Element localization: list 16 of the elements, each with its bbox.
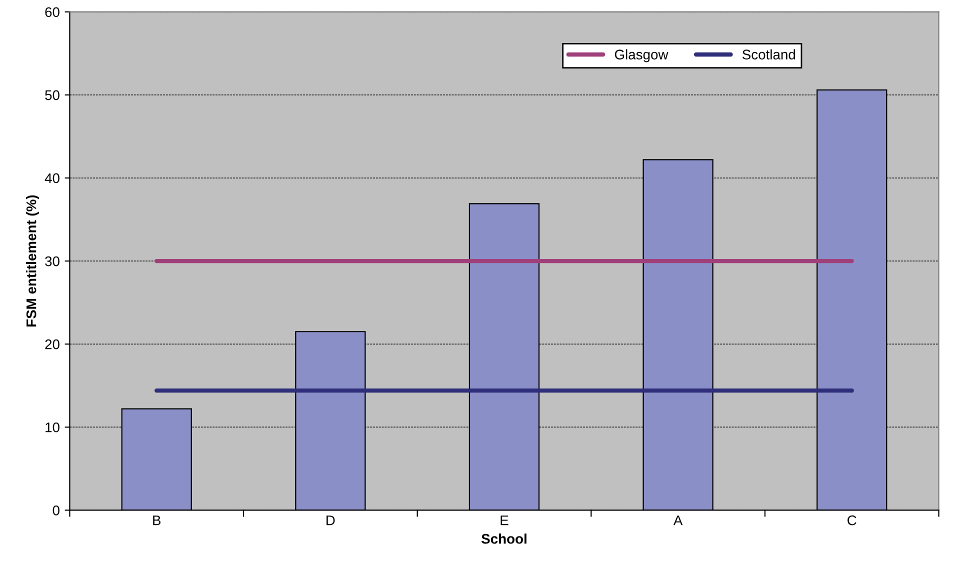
y-tick-label: 50 xyxy=(45,90,60,100)
y-tick-label: 10 xyxy=(46,422,60,432)
x-tick-label: C xyxy=(848,515,856,526)
x-tick-label: A xyxy=(673,516,683,526)
y-tick-label: 40 xyxy=(44,173,60,184)
legend-label: Scotland xyxy=(742,49,796,60)
y-tick-label: 30 xyxy=(45,256,60,266)
y-tick-label: 20 xyxy=(45,339,60,350)
legend-label: Glasgow xyxy=(614,49,668,62)
x-tick-label: D xyxy=(326,516,335,526)
y-axis-title: FSM entitlement (%) xyxy=(26,195,39,326)
x-tick-label: B xyxy=(153,516,161,526)
y-tick-label: 60 xyxy=(45,7,60,18)
x-tick-label: E xyxy=(500,516,508,526)
x-axis-title: School xyxy=(481,534,526,544)
y-tick-label: 0 xyxy=(52,506,60,516)
